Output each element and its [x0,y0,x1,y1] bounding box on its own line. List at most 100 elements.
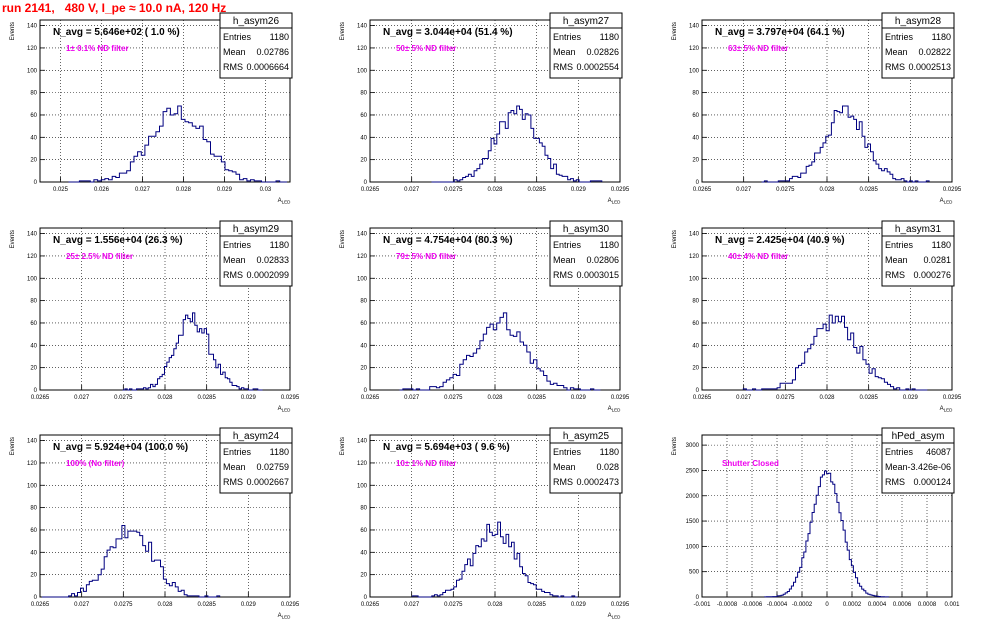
stats-label: RMS [885,477,905,487]
stats-value: 1180 [600,240,619,250]
histogram-name: h_asym27 [563,16,610,27]
x-tick-label: 0.028 [819,395,835,401]
x-tick-label: 0.027 [404,602,420,608]
y-tick-label: 60 [360,528,367,534]
y-tick-label: 60 [360,113,367,119]
y-axis-title: Events [340,22,346,40]
y-axis-title: Events [10,230,16,248]
stats-label: Mean [885,47,908,57]
y-tick-label: 140 [27,439,38,445]
stats-value: 1180 [932,240,951,250]
y-tick-label: 3000 [686,443,700,449]
y-tick-label: 0 [34,595,38,601]
y-tick-label: 140 [689,232,700,238]
histogram-name: hPed_asym [892,431,945,442]
stats-label: RMS [553,270,573,280]
filter-label: 40± 4% ND filter [728,252,788,261]
x-tick-label: -0.001 [693,602,711,608]
histogram-line [742,314,928,391]
x-axis-title: ALED [278,198,292,205]
stats-box [881,220,955,287]
histogram-name: h_asym28 [895,16,942,27]
y-tick-label: 100 [27,276,38,282]
histogram-name: h_asym30 [563,224,610,235]
y-tick-label: 0 [364,180,368,186]
y-tick-label: 140 [357,439,368,445]
histogram-line [399,312,601,391]
y-tick-label: 0 [696,180,700,186]
y-tick-label: 100 [689,276,700,282]
y-tick-label: 1000 [686,544,700,550]
filter-label: 100% (No filter) [66,459,125,468]
y-tick-label: 0 [696,388,700,394]
histogram-line [68,105,287,183]
x-tick-label: 0.027 [74,395,90,401]
y-tick-label: 60 [692,321,699,327]
panel-h_asym26: 0.025 0.026 0.027 0.028 0.029 0.03 0 20 40 60 80 10… [10,12,293,205]
y-tick-label: 100 [27,68,38,74]
y-tick-label: 40 [692,343,699,349]
y-axis-title: Events [10,22,16,40]
y-tick-label: 140 [689,24,700,30]
stats-label: RMS [885,62,905,72]
stats-value: 0.0002099 [246,270,289,280]
x-tick-label: 0.027 [736,395,752,401]
y-tick-label: 120 [357,461,368,467]
y-tick-label: 140 [357,24,368,30]
y-axis-title: Events [672,230,678,248]
x-axis-title-sub: LED [944,408,954,413]
stats-label: Entries [885,32,914,42]
n-avg-label: N_avg = 1.556e+04 (26.3 %) [53,235,183,246]
x-tick-label: 0.0275 [114,395,133,401]
stats-label: Mean [885,255,908,265]
stats-label: Mean [885,462,908,472]
y-tick-label: 20 [30,366,37,372]
y-tick-label: 40 [360,343,367,349]
stats-value: 0.0002513 [908,62,951,72]
x-tick-label: 0.029 [571,602,587,608]
y-tick-label: 80 [30,506,37,512]
stats-box [219,12,293,79]
x-tick-label: 0.027 [135,187,151,193]
x-tick-label: 0.0285 [527,395,546,401]
x-tick-label: 0.0265 [693,395,712,401]
n-avg-label: N_avg = 2.425e+04 (40.9 %) [715,235,845,246]
x-tick-label: 0.0275 [444,602,463,608]
filter-label: 63± 5% ND filter [728,44,788,53]
x-tick-label: 0.0275 [776,395,795,401]
histogram-name: h_asym25 [563,431,610,442]
x-axis-title-main: A [278,406,282,412]
x-axis-title-sub: LED [612,408,622,413]
stats-box [549,220,623,287]
y-tick-label: 20 [692,366,699,372]
x-tick-label: -0.0002 [792,602,813,608]
y-tick-label: 60 [30,528,37,534]
panel-h_asym28: 0.0265 0.027 0.0275 0.028 0.0285 0.029 0.0295 0… [672,12,962,205]
x-tick-label: 0.026 [94,187,110,193]
stats-value: 0.0006664 [246,62,289,72]
stats-label: Entries [885,240,914,250]
y-tick-label: 20 [360,573,367,579]
panel-h_asym27: 0.0265 0.027 0.0275 0.028 0.0285 0.029 0.0295 0… [340,12,630,205]
x-tick-label: 0.0295 [611,187,630,193]
stats-value: 1180 [270,447,289,457]
x-tick-label: 0.028 [176,187,192,193]
x-axis-title: ALED [608,613,622,620]
y-tick-label: 120 [689,254,700,260]
x-axis-title-main: A [608,406,612,412]
stats-value: 0.02833 [256,255,289,265]
y-tick-label: 140 [357,232,368,238]
y-tick-label: 40 [360,550,367,556]
y-tick-label: 60 [30,113,37,119]
n-avg-label: N_avg = 4.754e+04 (80.3 %) [383,235,513,246]
x-tick-label: 0.0275 [444,395,463,401]
stats-value: 0.0281 [923,255,951,265]
panel-hPed_asym: -0.001 -0.0008 -0.0006 -0.0004 -0.0002 0 0.000… [672,427,960,608]
stats-box [549,12,623,79]
x-tick-label: 0.027 [736,187,752,193]
x-axis-title: ALED [608,198,622,205]
stats-value: 0.0003015 [576,270,619,280]
filter-label: 50± 5% ND filter [396,44,456,53]
stats-label: RMS [223,62,243,72]
stats-label: Mean [553,255,576,265]
